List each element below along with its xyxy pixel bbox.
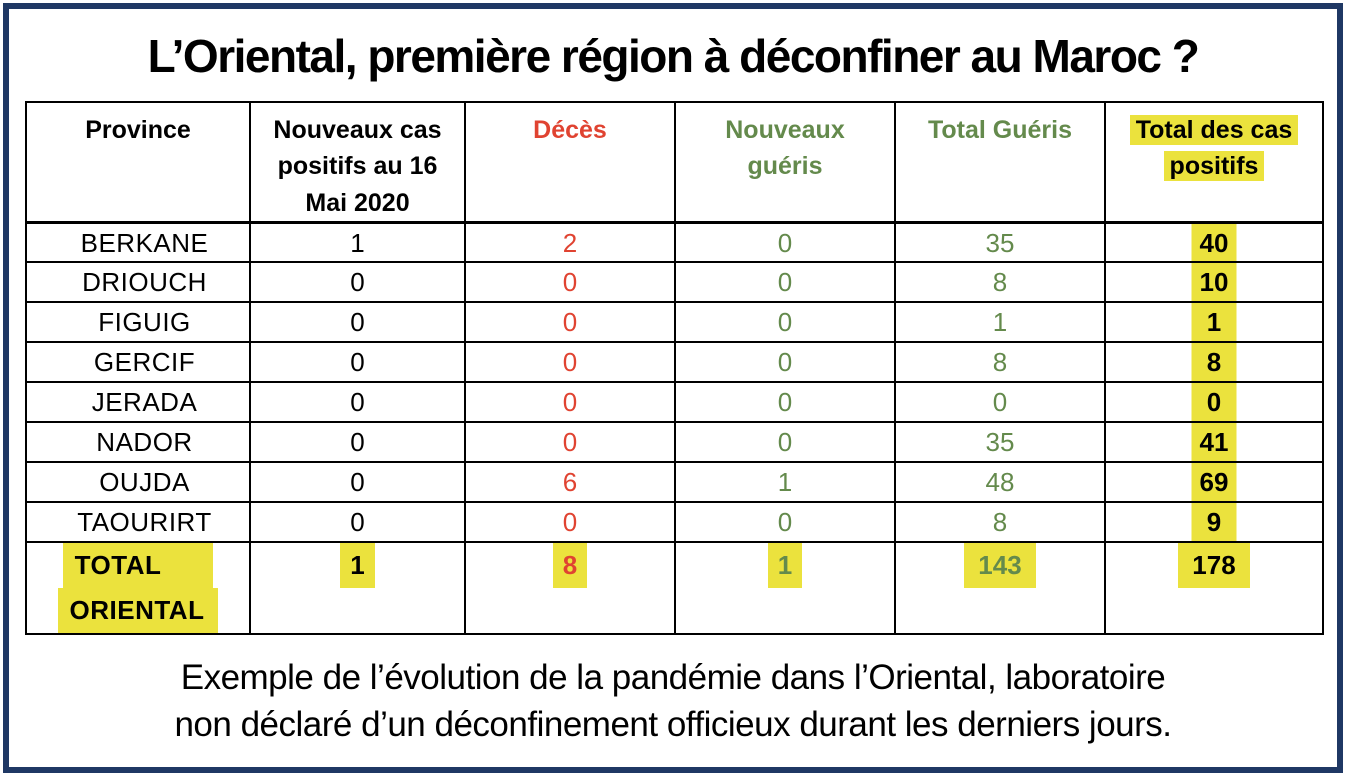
new-cases-cell: 0	[249, 261, 466, 304]
total-label-line: TOTAL	[62, 544, 214, 589]
highlighted-value: 143	[964, 544, 1036, 589]
province-cell: BERKANE	[25, 221, 251, 264]
table-row: DRIOUCH 0 0 0 8 10	[25, 261, 1324, 304]
page-title: L’Oriental, première région à déconfiner…	[147, 30, 1200, 82]
column-header-deaths: Décès	[464, 101, 676, 224]
total-cases-cell: 40	[1104, 221, 1324, 264]
caption-line: Exemple de l’évolution de la pandémie da…	[180, 658, 1166, 698]
total-recovered-cell: 1	[894, 301, 1106, 344]
highlighted-value: 178	[1178, 544, 1250, 589]
deaths-cell: 0	[464, 381, 676, 424]
new-recovered-cell: 0	[674, 421, 896, 464]
deaths-cell: 0	[464, 501, 676, 544]
column-header-total-cases: Total des cas positifs	[1104, 101, 1324, 224]
highlighted-value: 1	[767, 544, 803, 589]
table-row: BERKANE 1 2 0 35 40	[25, 221, 1324, 264]
new-recovered-cell: 0	[674, 221, 896, 264]
deaths-cell: 6	[464, 461, 676, 504]
new-cases-cell: 0	[249, 501, 466, 544]
new-cases-cell: 0	[249, 341, 466, 384]
total-cases-cell: 10	[1104, 261, 1324, 304]
new-cases-cell: 1	[249, 221, 466, 264]
new-recovered-cell: 0	[674, 501, 896, 544]
highlighted-value: 8	[552, 544, 588, 589]
total-recovered-cell: 35	[894, 221, 1106, 264]
deaths-cell: 0	[464, 261, 676, 304]
deaths-cell: 2	[464, 221, 676, 264]
new-recovered-cell: 0	[674, 301, 896, 344]
total-label-line: ORIENTAL	[57, 588, 219, 633]
new-recovered-cell: 0	[674, 261, 896, 304]
deaths-cell: 0	[464, 341, 676, 384]
province-cell: OUJDA	[25, 461, 251, 504]
total-recovered-cell: 8	[894, 341, 1106, 384]
total-recovered-cell: 0	[894, 381, 1106, 424]
province-cell: JERADA	[25, 381, 251, 424]
new-cases-cell: 0	[249, 461, 466, 504]
total-recovered-cell: 8	[894, 501, 1106, 544]
new-recovered-cell: 0	[674, 381, 896, 424]
table-row: TAOURIRT 0 0 0 8 9	[25, 501, 1324, 544]
total-recovered-cell: 8	[894, 261, 1106, 304]
total-row: TOTAL ORIENTAL 1 8 1 143 178	[25, 541, 1324, 636]
province-cell: FIGUIG	[25, 301, 251, 344]
total-label-cell: TOTAL ORIENTAL	[25, 541, 251, 636]
new-cases-cell: 0	[249, 421, 466, 464]
covid-table: Province Nouveaux cas positifs au 16 Mai…	[25, 101, 1324, 636]
total-recovered-cell: 35	[894, 421, 1106, 464]
caption-line: non déclaré d’un déconfinement officieux…	[174, 705, 1172, 745]
total-cases-cell: 69	[1104, 461, 1324, 504]
new-cases-cell: 0	[249, 381, 466, 424]
highlighted-header-line: Total des cas	[1129, 115, 1299, 146]
deaths-cell: 0	[464, 301, 676, 344]
total-recovered-cell: 48	[894, 461, 1106, 504]
new-recovered-cell: 1	[674, 461, 896, 504]
column-header-new-recovered: Nouveaux guéris	[674, 101, 896, 224]
total-cases-cell: 8	[1104, 341, 1324, 384]
poster-frame: L’Oriental, première région à déconfiner…	[3, 3, 1343, 773]
total-cases-cell: 9	[1104, 501, 1324, 544]
column-header-new-cases: Nouveaux cas positifs au 16 Mai 2020	[249, 101, 466, 224]
new-cases-cell: 0	[249, 301, 466, 344]
table-row: NADOR 0 0 0 35 41	[25, 421, 1324, 464]
table-row: OUJDA 0 6 1 48 69	[25, 461, 1324, 504]
table-row: JERADA 0 0 0 0 0	[25, 381, 1324, 424]
new-recovered-cell: 0	[674, 341, 896, 384]
province-cell: GERCIF	[25, 341, 251, 384]
total-deaths-cell: 8	[464, 541, 676, 636]
province-cell: DRIOUCH	[25, 261, 251, 304]
province-cell: NADOR	[25, 421, 251, 464]
total-new-cases-cell: 1	[249, 541, 466, 636]
total-cases-cell: 0	[1104, 381, 1324, 424]
total-cases-sum-cell: 178	[1104, 541, 1324, 636]
total-recovered-sum-cell: 143	[894, 541, 1106, 636]
table-row: GERCIF 0 0 0 8 8	[25, 341, 1324, 384]
highlighted-header-line: positifs	[1163, 151, 1265, 182]
column-header-province: Province	[25, 101, 251, 224]
table-row: FIGUIG 0 0 0 1 1	[25, 301, 1324, 344]
header-row: Province Nouveaux cas positifs au 16 Mai…	[25, 101, 1324, 224]
deaths-cell: 0	[464, 421, 676, 464]
province-cell: TAOURIRT	[25, 501, 251, 544]
total-cases-cell: 1	[1104, 301, 1324, 344]
column-header-total-recovered: Total Guéris	[894, 101, 1106, 224]
highlighted-value: 1	[340, 544, 375, 589]
caption: Exemple de l’évolution de la pandémie da…	[9, 654, 1337, 748]
total-new-recovered-cell: 1	[674, 541, 896, 636]
total-cases-cell: 41	[1104, 421, 1324, 464]
